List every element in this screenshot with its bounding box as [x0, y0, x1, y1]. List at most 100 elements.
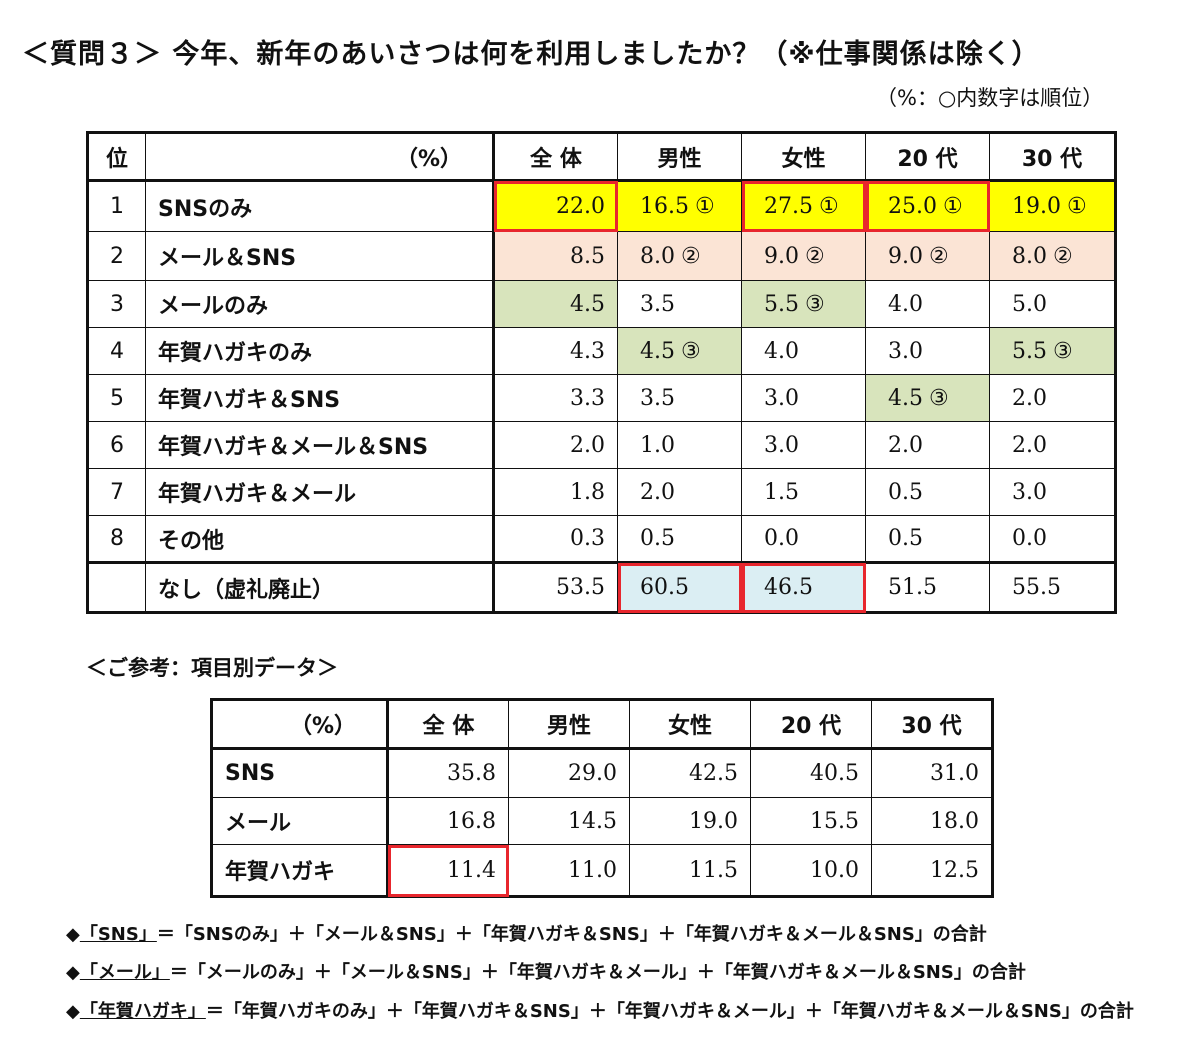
- value-cell: 40.5: [750, 748, 872, 798]
- value-cell: 1.5: [741, 468, 866, 516]
- row-label: メール＆SNS: [145, 231, 495, 281]
- value-cell: 8.0 ②: [989, 231, 1116, 281]
- row-label: 年賀ハガキのみ: [145, 327, 495, 375]
- value-cell: 46.5: [741, 562, 866, 613]
- table-row: 4 年賀ハガキのみ 4.3 4.5 ③ 4.0 3.0 5.5 ③: [87, 327, 1116, 375]
- value-cell: 3.3: [493, 374, 618, 422]
- value-cell: 4.5 ③: [617, 327, 742, 375]
- value-cell: 16.8: [387, 797, 509, 845]
- value-cell: 8.0 ②: [617, 231, 742, 281]
- value-cell: 1.0: [617, 421, 742, 469]
- value-cell: 4.5 ③: [865, 374, 990, 422]
- row-label: 年賀ハガキ: [211, 844, 389, 897]
- rank-badge: ①: [694, 194, 715, 219]
- rank-cell: 4: [87, 327, 146, 375]
- value-cell: 19.0: [629, 797, 751, 845]
- table-row: SNS 35.8 29.0 42.5 40.5 31.0: [211, 748, 993, 798]
- unit-note: （%：○内数字は順位）: [876, 86, 1104, 110]
- value-cell: 4.0: [741, 327, 866, 375]
- value-cell: 51.5: [865, 562, 990, 613]
- value-cell: 3.0: [989, 468, 1116, 516]
- value-cell: 16.5 ①: [617, 180, 742, 232]
- col-header: 全 体: [493, 132, 618, 182]
- unit-header: （%）: [211, 699, 389, 750]
- value-cell: 25.0 ①: [865, 180, 990, 232]
- col-header: 30 代: [989, 132, 1116, 182]
- rank-badge: ②: [681, 243, 701, 269]
- value-cell: 0.5: [865, 468, 990, 516]
- value-cell: 9.0 ②: [865, 231, 990, 281]
- row-label: その他: [145, 515, 495, 564]
- diamond-icon: ◆: [66, 962, 80, 983]
- col-header: 20 代: [865, 132, 990, 182]
- footnote-key: 「メール」: [79, 962, 170, 983]
- footnote-text: ＝「SNSのみ」＋「メール＆SNS」＋「年賀ハガキ＆SNS」＋「年賀ハガキ＆メー…: [156, 924, 987, 945]
- rank-cell: [87, 562, 146, 613]
- value-cell: 3.0: [741, 421, 866, 469]
- value-cell: 5.5 ③: [741, 280, 866, 328]
- rank-badge: ③: [805, 291, 825, 317]
- value-cell: 0.3: [493, 515, 618, 564]
- value-cell: 4.0: [865, 280, 990, 328]
- value-cell: 3.5: [617, 374, 742, 422]
- table-row: 3 メールのみ 4.5 3.5 5.5 ③ 4.0 5.0: [87, 280, 1116, 328]
- rank-cell: 5: [87, 374, 146, 422]
- value-cell: 11.5: [629, 844, 751, 897]
- footnote: ◆「SNS」＝「SNSのみ」＋「メール＆SNS」＋「年賀ハガキ＆SNS」＋「年賀…: [66, 920, 987, 946]
- footnote-text: ＝「メールのみ」＋「メール＆SNS」＋「年賀ハガキ＆メール」＋「年賀ハガキ＆メー…: [169, 962, 1026, 983]
- value-cell: 9.0 ②: [741, 231, 866, 281]
- value-cell: 42.5: [629, 748, 751, 798]
- value-cell: 4.5: [493, 280, 618, 328]
- value-cell: 2.0: [989, 421, 1116, 469]
- value-cell: 27.5 ①: [741, 180, 866, 232]
- col-header: 20 代: [750, 699, 872, 750]
- value-cell: 35.8: [387, 748, 509, 798]
- none-row: なし（虚礼廃止） 53.5 60.5 46.5 51.5 55.5: [87, 562, 1116, 613]
- rank-cell: 6: [87, 421, 146, 469]
- value-cell: 8.5: [493, 231, 618, 281]
- value-cell: 2.0: [865, 421, 990, 469]
- row-label: メールのみ: [145, 280, 495, 328]
- value-cell: 0.5: [617, 515, 742, 564]
- row-label: 年賀ハガキ＆メール＆SNS: [145, 421, 495, 469]
- footnote: ◆「メール」＝「メールのみ」＋「メール＆SNS」＋「年賀ハガキ＆メール」＋「年賀…: [66, 958, 1026, 984]
- value-cell: 2.0: [493, 421, 618, 469]
- row-label: 年賀ハガキ＆メール: [145, 468, 495, 516]
- rank-badge: ①: [818, 194, 839, 219]
- header-row: 位 （%） 全 体 男性 女性 20 代 30 代: [87, 132, 1116, 182]
- row-label: SNSのみ: [145, 180, 495, 232]
- value-cell: 53.5: [493, 562, 618, 613]
- footnote-key: 「年賀ハガキ」: [79, 1001, 206, 1022]
- rank-badge: ③: [1053, 338, 1073, 364]
- rank-badge: ②: [805, 243, 825, 269]
- col-header: 全 体: [387, 699, 509, 750]
- rank-badge: ①: [1066, 194, 1087, 219]
- table-row: 5 年賀ハガキ＆SNS 3.3 3.5 3.0 4.5 ③ 2.0: [87, 374, 1116, 422]
- value-cell: 60.5: [617, 562, 742, 613]
- rank-badge: ③: [681, 338, 701, 364]
- value-cell: 4.3: [493, 327, 618, 375]
- value-cell: 3.0: [865, 327, 990, 375]
- value-cell: 3.5: [617, 280, 742, 328]
- value-cell: 1.8: [493, 468, 618, 516]
- reference-table: （%） 全 体 男性 女性 20 代 30 代 SNS 35.8 29.0 42…: [210, 698, 994, 898]
- value-cell: 2.0: [617, 468, 742, 516]
- row-label: 年賀ハガキ＆SNS: [145, 374, 495, 422]
- rank-badge: ②: [1053, 243, 1073, 269]
- table-row: 2 メール＆SNS 8.5 8.0 ② 9.0 ② 9.0 ② 8.0 ②: [87, 231, 1116, 281]
- table-row: 年賀ハガキ 11.4 11.0 11.5 10.0 12.5: [211, 844, 993, 897]
- value-cell: 2.0: [989, 374, 1116, 422]
- row-label: SNS: [211, 748, 389, 798]
- value-cell: 31.0: [871, 748, 993, 798]
- value-cell: 5.0: [989, 280, 1116, 328]
- col-header: 男性: [508, 699, 630, 750]
- footnote: ◆「年賀ハガキ」＝「年賀ハガキのみ」＋「年賀ハガキ＆SNS」＋「年賀ハガキ＆メー…: [66, 997, 1134, 1023]
- rank-badge: ③: [929, 385, 949, 411]
- reference-title: ＜ご参考：項目別データ＞: [86, 656, 338, 680]
- value-cell: 5.5 ③: [989, 327, 1116, 375]
- table-row: メール 16.8 14.5 19.0 15.5 18.0: [211, 797, 993, 845]
- rank-cell: 1: [87, 180, 146, 232]
- rank-cell: 3: [87, 280, 146, 328]
- value-cell: 0.0: [989, 515, 1116, 564]
- value-cell: 22.0: [493, 180, 618, 232]
